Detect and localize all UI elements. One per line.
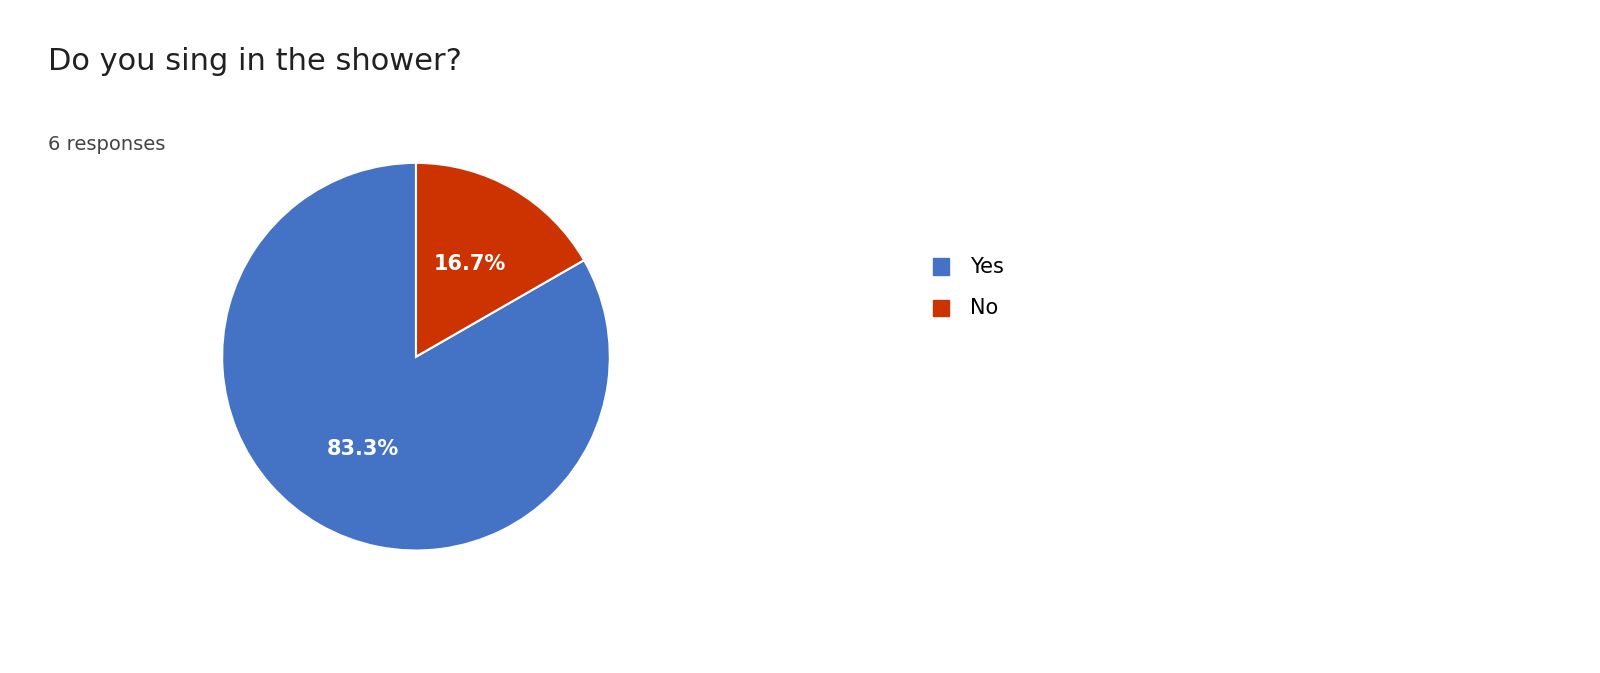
Wedge shape <box>222 163 610 551</box>
Wedge shape <box>416 163 584 357</box>
Text: 16.7%: 16.7% <box>434 254 506 275</box>
Text: Do you sing in the shower?: Do you sing in the shower? <box>48 47 462 76</box>
Legend: Yes, No: Yes, No <box>923 246 1014 328</box>
Text: 83.3%: 83.3% <box>326 439 398 459</box>
Text: 6 responses: 6 responses <box>48 135 165 153</box>
